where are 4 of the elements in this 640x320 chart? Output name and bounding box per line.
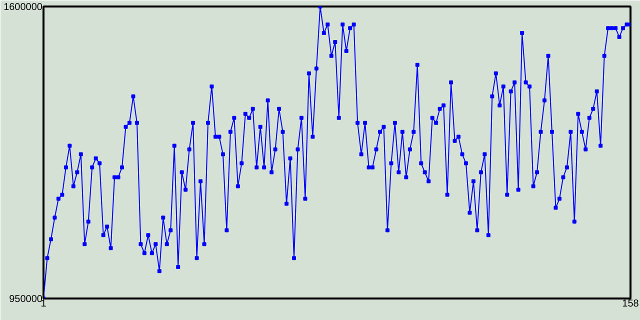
y-tick-label: 950000 (9, 294, 43, 305)
y-tick-label: 1600000 (4, 2, 43, 13)
x-tick-label: 1 (40, 298, 47, 310)
x-tick-label: 158 (622, 298, 640, 310)
